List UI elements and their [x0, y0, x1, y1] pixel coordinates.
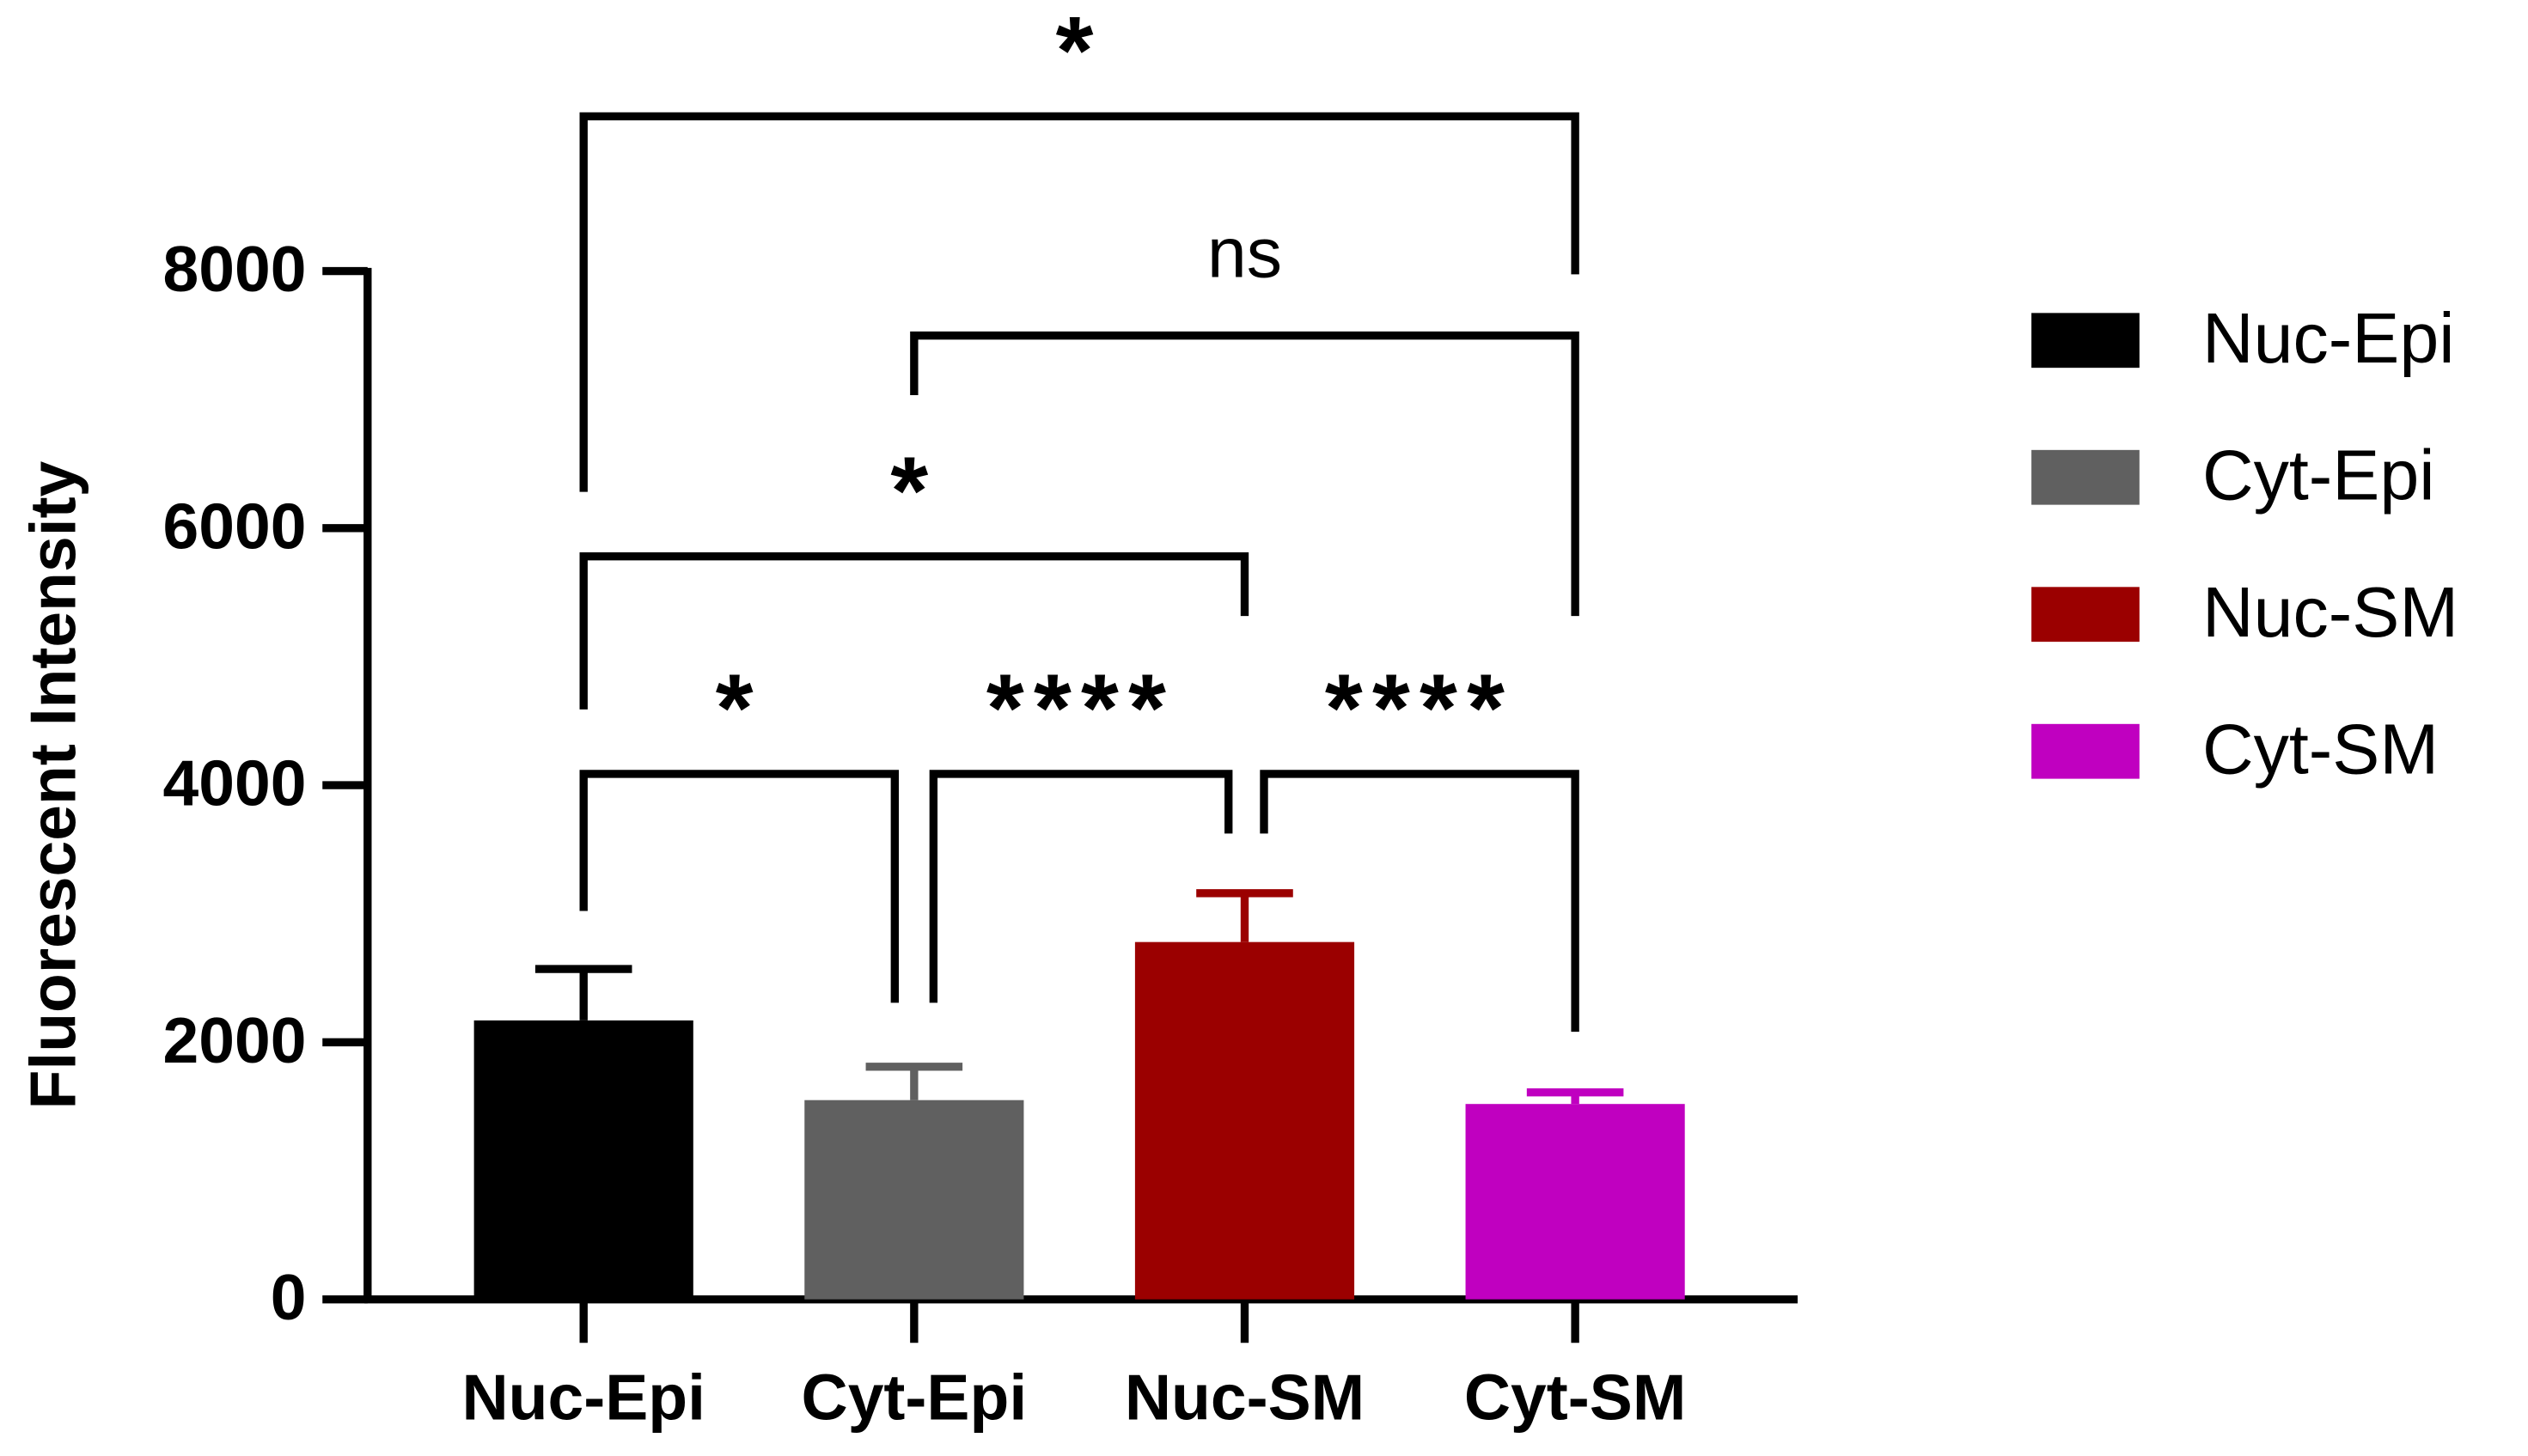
legend-swatch: [2031, 313, 2140, 369]
significance-bracket: [929, 770, 1233, 1003]
y-tick-label: 8000: [163, 233, 307, 305]
significance-label: *: [1056, 0, 1103, 105]
legend-swatch: [2031, 723, 2140, 779]
y-tick-label: 0: [271, 1261, 307, 1333]
y-tick-label: 4000: [163, 747, 307, 819]
significance-bracket: [1260, 770, 1579, 1033]
legend-swatch: [2031, 449, 2140, 505]
x-tick-label: Nuc-SM: [1125, 1362, 1365, 1434]
y-axis-label: Fluorescent Intensity: [16, 460, 89, 1109]
significance-bracket: [910, 331, 1579, 617]
significance-label: ****: [986, 654, 1175, 762]
significance-bracket: [579, 112, 1579, 492]
bar: [473, 1020, 693, 1300]
significance-label: ns: [1207, 213, 1282, 292]
significance-label: *: [716, 654, 763, 762]
legend-label: Nuc-SM: [2202, 573, 2458, 652]
x-tick-label: Cyt-SM: [1464, 1362, 1687, 1434]
legend-label: Nuc-Epi: [2202, 299, 2455, 378]
significance-label: *: [890, 436, 937, 545]
bar: [804, 1100, 1024, 1300]
significance-label: ****: [1325, 654, 1514, 762]
significance-bracket: [579, 770, 900, 1003]
bar: [1465, 1104, 1685, 1300]
significance-bracket: [579, 551, 1249, 710]
legend-label: Cyt-Epi: [2202, 436, 2435, 515]
legend-swatch: [2031, 587, 2140, 643]
y-tick-label: 6000: [163, 490, 307, 562]
legend-label: Cyt-SM: [2202, 710, 2439, 789]
x-tick-label: Nuc-Epi: [461, 1362, 705, 1434]
bar: [1134, 941, 1355, 1300]
x-tick-label: Cyt-Epi: [802, 1362, 1028, 1434]
y-tick-label: 2000: [163, 1004, 307, 1076]
